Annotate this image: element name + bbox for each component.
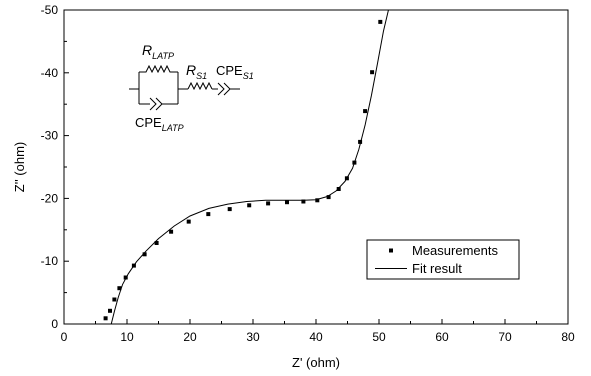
y-tick-label: 0 [51,317,58,331]
y-axis-label: Z'' (ohm) [12,142,27,192]
measurement-point [326,195,331,200]
x-tick-label: 0 [61,330,68,344]
measurement-point [169,229,174,234]
measurement-point [103,316,108,321]
fit-result-line [110,9,389,325]
legend-marker-measurements [389,248,393,253]
cpe-s1-symbol-a [217,82,225,96]
resistor-latp-symbol [139,64,178,74]
y-axis-ticks: 0 -10 -20 -30 -40 -50 [41,3,69,331]
legend-label-measurements: Measurements [412,243,498,258]
label-cpe-s1: CPES1 [216,63,254,81]
x-tick-label: 10 [120,330,134,344]
legend-label-fit: Fit result [412,261,462,276]
cpe-latp-symbol-b [155,97,163,111]
y-tick-label: -40 [41,66,59,80]
y-tick-label: -50 [41,3,59,17]
measurement-point [336,187,341,191]
measurement-point [142,252,147,257]
measurement-point [117,286,122,291]
x-tick-label: 50 [372,330,386,344]
cpe-latp-symbol-a [149,97,157,111]
measurement-point [370,70,375,75]
x-axis-ticks: 0 10 20 30 40 50 60 70 80 [61,319,575,344]
measurement-point [186,219,191,224]
series-layer [103,9,389,325]
measurement-point [301,199,306,204]
measurement-point [112,297,117,302]
measurement-point [227,207,232,212]
y-tick-label: -10 [41,254,59,268]
measurement-point [358,139,363,144]
measurement-point [378,19,383,24]
measurement-point [285,200,289,205]
measurement-point [363,109,368,114]
measurement-point [108,308,112,313]
x-tick-label: 80 [561,330,575,344]
x-tick-label: 70 [498,330,512,344]
y-tick-label: -30 [41,129,59,143]
legend: Measurements Fit result [366,239,520,280]
cpe-s1-symbol-b [223,82,231,96]
label-r-s1: RS1 [186,62,207,81]
measurement-point [154,241,159,245]
x-tick-label: 20 [183,330,197,344]
measurement-point [266,201,271,206]
resistor-s1-symbol [187,81,213,91]
y-tick-label: -20 [41,191,59,205]
label-cpe-latp: CPELATP [135,115,184,133]
measurement-point [206,212,211,217]
x-tick-label: 30 [246,330,260,344]
measurement-point [123,275,128,280]
x-tick-label: 60 [435,330,449,344]
measurement-point [247,203,252,208]
equivalent-circuit-inset [129,64,240,111]
x-tick-label: 40 [309,330,323,344]
legend-box [366,239,520,280]
x-axis-label: Z' (ohm) [292,355,340,370]
label-r-latp: RLATP [142,42,174,61]
measurement-point [315,198,320,203]
